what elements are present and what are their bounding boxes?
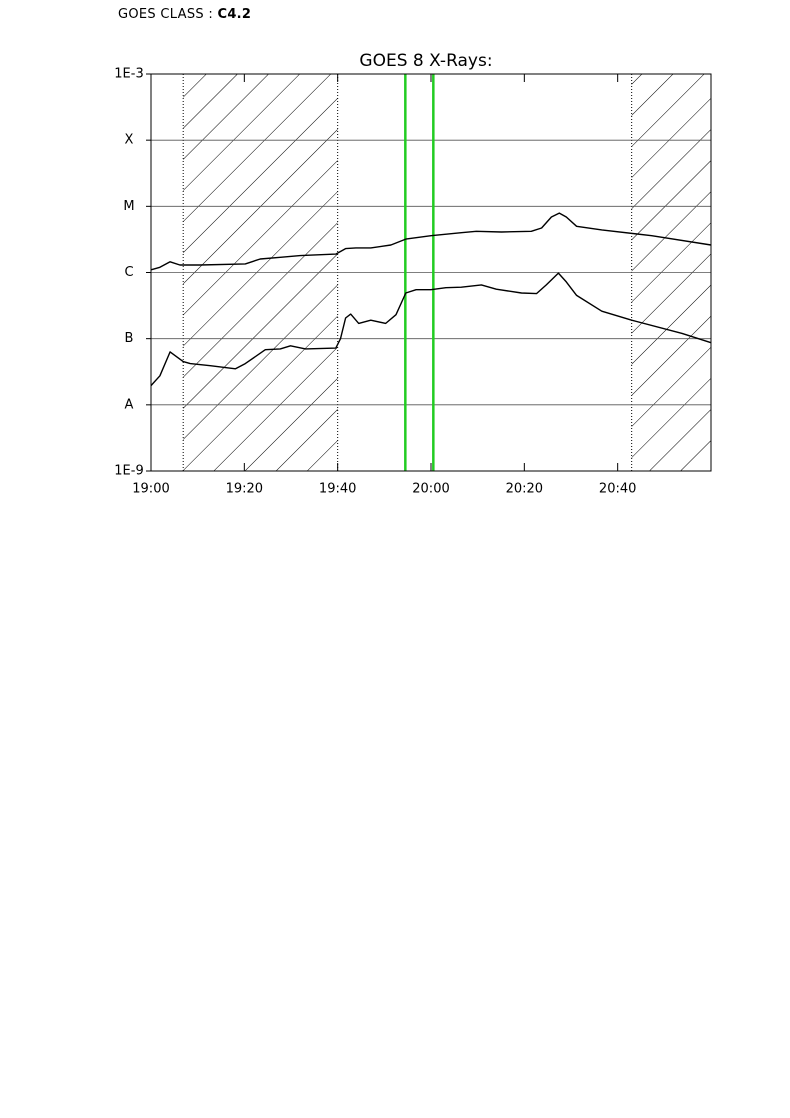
series-line <box>150 272 712 387</box>
x-tick-label: 19:20 <box>226 482 263 497</box>
page: {"header": {"label": "GOES CLASS :", "va… <box>0 0 790 520</box>
y-tick-label: C <box>124 265 133 280</box>
y-tick-label: 1E-9 <box>114 464 143 479</box>
header: GOES CLASS : C4.2 <box>118 7 251 22</box>
y-tick-label: X <box>125 133 134 148</box>
x-tick-label: 20:00 <box>412 482 449 497</box>
y-tick-label: B <box>125 331 134 346</box>
goes-class: C4.2 <box>217 7 252 22</box>
x-tick-label: 19:40 <box>319 482 356 497</box>
y-tick-label: 1E-3 <box>114 67 143 82</box>
x-tick-label: 20:40 <box>599 482 636 497</box>
series-line <box>150 212 712 271</box>
x-tick-label: 20:20 <box>506 482 543 497</box>
x-tick-label: 19:00 <box>132 482 169 497</box>
chart: GOES 8 X-Rays: 1E-3 X M C B A 1E-9 19:00 19:20 19… <box>114 51 712 497</box>
plot-frame <box>150 73 712 472</box>
y-tick-label: M <box>123 199 134 214</box>
header-label: GOES CLASS : <box>118 7 214 22</box>
y-tick-label: A <box>125 397 134 412</box>
chart-title: GOES 8 X-Rays: <box>359 51 492 71</box>
